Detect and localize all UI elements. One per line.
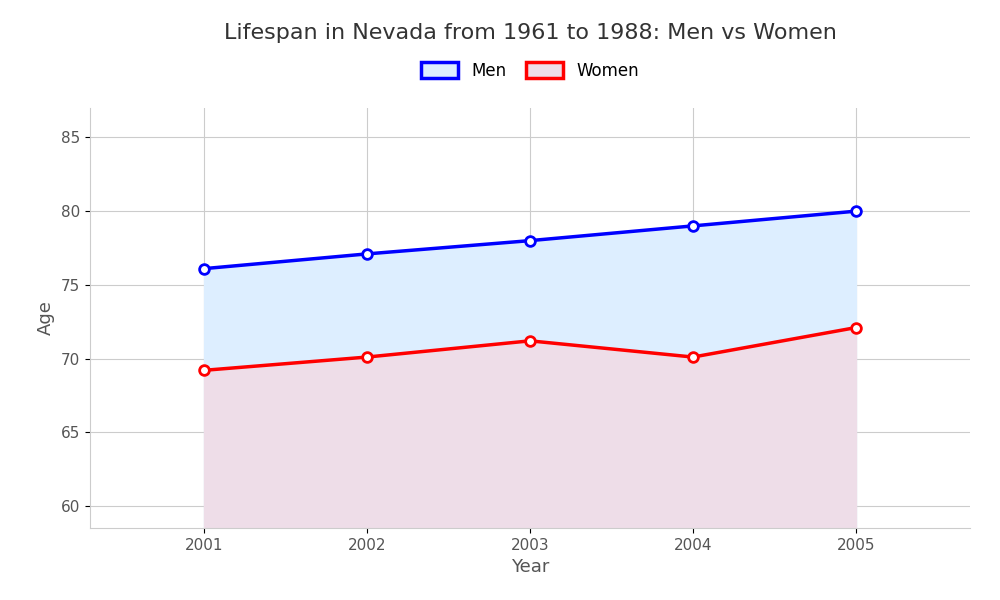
X-axis label: Year: Year [511,558,549,576]
Y-axis label: Age: Age [37,301,55,335]
Legend: Men, Women: Men, Women [421,62,639,80]
Title: Lifespan in Nevada from 1961 to 1988: Men vs Women: Lifespan in Nevada from 1961 to 1988: Me… [224,23,836,43]
